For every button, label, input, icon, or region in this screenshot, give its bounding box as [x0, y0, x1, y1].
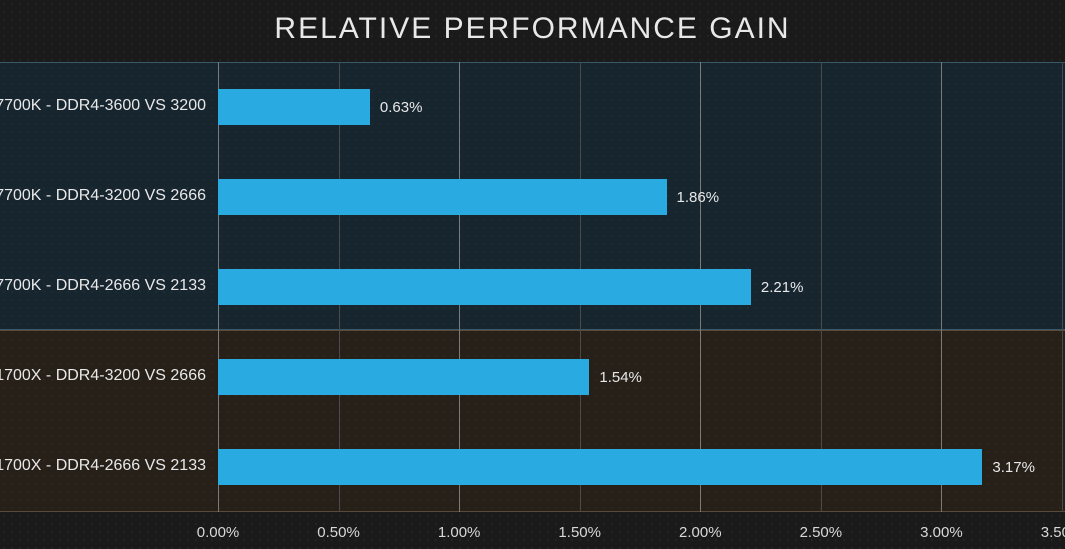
- y-label: 1700X - DDR4-3200 VS 2666: [0, 367, 206, 385]
- gridline: [941, 62, 942, 512]
- bar: [218, 269, 751, 305]
- bar: [218, 89, 370, 125]
- value-label: 3.17%: [992, 459, 1035, 476]
- x-tick-label: 1.00%: [438, 524, 481, 541]
- y-label: 1700X - DDR4-2666 VS 2133: [0, 457, 206, 475]
- x-tick-label: 3.50%: [1041, 524, 1065, 541]
- value-label: 2.21%: [761, 279, 804, 296]
- chart-stage: RELATIVE PERFORMANCE GAIN 0.00% 0.50% 1.00…: [0, 0, 1065, 549]
- gridline: [821, 62, 822, 512]
- bar: [218, 449, 982, 485]
- gridline: [1062, 62, 1063, 512]
- y-label: 7700K - DDR4-3600 VS 3200: [0, 97, 206, 115]
- bar: [218, 359, 589, 395]
- chart-title: RELATIVE PERFORMANCE GAIN: [0, 12, 1065, 46]
- y-label: 7700K - DDR4-2666 VS 2133: [0, 277, 206, 295]
- y-label: 7700K - DDR4-3200 VS 2666: [0, 187, 206, 205]
- x-tick-label: 0.00%: [197, 524, 240, 541]
- x-tick-label: 2.00%: [679, 524, 722, 541]
- x-tick-label: 0.50%: [317, 524, 360, 541]
- value-label: 1.54%: [599, 369, 642, 386]
- value-label: 1.86%: [677, 189, 720, 206]
- bar: [218, 179, 667, 215]
- x-tick-label: 2.50%: [800, 524, 843, 541]
- value-label: 0.63%: [380, 99, 423, 116]
- x-tick-label: 1.50%: [558, 524, 601, 541]
- x-tick-label: 3.00%: [920, 524, 963, 541]
